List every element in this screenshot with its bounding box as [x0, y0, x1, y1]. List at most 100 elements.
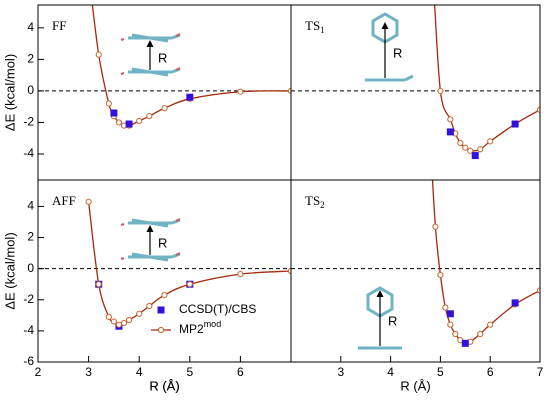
point — [186, 93, 194, 101]
point — [105, 313, 112, 320]
molecule-atoms — [120, 252, 181, 260]
y-tick-label: -4 — [23, 146, 34, 160]
y-tick-label: 2 — [27, 230, 34, 244]
panel-label: FF — [52, 18, 66, 33]
point — [511, 299, 519, 307]
y-tick-label: 4 — [27, 199, 34, 213]
x-tick-label: 4 — [136, 365, 143, 379]
plot-frame — [290, 4, 541, 181]
molecule — [128, 67, 181, 77]
plot-frame — [37, 179, 292, 363]
point — [446, 128, 454, 136]
point — [110, 318, 118, 325]
point — [461, 339, 469, 347]
molecule — [128, 252, 181, 262]
y-tick-label: -6 — [23, 354, 34, 368]
point — [146, 302, 153, 310]
molecule-atoms — [120, 67, 181, 75]
point — [536, 287, 540, 294]
legend-swatch — [157, 326, 165, 334]
point — [477, 330, 484, 338]
molecule-atoms — [120, 33, 181, 41]
legend-label-superscript: mod — [204, 319, 222, 329]
x-tick-label: 5 — [186, 365, 193, 379]
x-tick-label: 7 — [537, 365, 544, 379]
y-axis-label: ΔE (kcal/mol) — [2, 232, 17, 309]
point — [428, 142, 433, 147]
arrow-head — [146, 40, 154, 47]
data-layer — [434, 5, 540, 160]
annotation: R — [158, 235, 167, 250]
x-axis-label: R (Å) — [400, 378, 430, 393]
y-axis-label: ΔE (kcal/mol) — [2, 54, 17, 131]
point — [125, 120, 133, 128]
data-layer — [428, 142, 540, 347]
point — [432, 223, 439, 230]
point — [457, 139, 464, 147]
plot-frame — [290, 179, 541, 363]
legend-swatch — [157, 306, 165, 314]
panel-label-text: AFF — [52, 193, 76, 208]
annotation: R — [158, 50, 167, 65]
y-tick-label: 4 — [27, 20, 34, 34]
legend-label-text: CCSD(T)/CBS — [179, 302, 256, 316]
point — [237, 271, 244, 278]
panel: R -4 -2 0 2 4 FF R (Å) ΔE (kcal/mol) — [2, 4, 292, 393]
point — [146, 113, 153, 120]
point — [452, 330, 459, 338]
panel-label: TS1 — [305, 18, 325, 35]
x-tick-label: 4 — [387, 365, 394, 379]
molecule-icon: R — [358, 286, 402, 350]
point — [447, 321, 454, 328]
point — [471, 152, 479, 160]
molecule — [128, 218, 181, 228]
molecule — [365, 74, 414, 82]
arrow-head — [381, 22, 389, 29]
point — [110, 109, 118, 117]
x-tick-label: 3 — [337, 365, 344, 379]
panel: R -6 -4 -2 0 2 4 2 3 4 5 6 AFF R (Å) ΔE (kcal/mol) CCSD… — [2, 179, 292, 393]
point — [467, 147, 474, 154]
point — [447, 116, 454, 123]
point — [125, 316, 133, 324]
point — [115, 321, 123, 328]
panel-label: TS2 — [305, 193, 325, 210]
arrow-head — [376, 290, 384, 297]
point — [136, 117, 143, 124]
molecule — [128, 33, 181, 43]
point — [487, 138, 494, 145]
y-tick-label: 0 — [27, 83, 34, 97]
x-tick-label: 3 — [85, 365, 92, 379]
point — [462, 144, 469, 151]
x-axis-label: R (Å) — [149, 378, 179, 393]
x-tick-label: 2 — [35, 365, 42, 379]
x-tick-label: 5 — [437, 365, 444, 379]
series-line — [91, 5, 291, 127]
legend-label: MP2mod — [179, 319, 221, 336]
legend-label-text: MP2 — [179, 322, 204, 336]
panel-label-subscript: 1 — [320, 25, 325, 35]
point — [437, 87, 444, 95]
y-tick-label: -2 — [23, 292, 34, 306]
x-tick-label: 6 — [487, 365, 494, 379]
point — [95, 281, 102, 288]
y-tick-label: -2 — [23, 115, 34, 129]
panel-label-text: FF — [52, 18, 66, 33]
panel-label-text: TS — [305, 193, 320, 208]
legend-label: CCSD(T)/CBS — [179, 302, 256, 316]
x-tick-label: 6 — [237, 365, 244, 379]
point — [536, 106, 540, 113]
point — [115, 119, 123, 126]
panel-label-subscript: 2 — [320, 200, 325, 210]
panel-label: AFF — [52, 193, 76, 208]
data-layer — [85, 198, 291, 330]
point — [442, 304, 449, 311]
panel: R 3 4 5 6 7 TS2 R (Å) — [290, 142, 544, 393]
plot-frame — [37, 4, 292, 181]
point — [487, 321, 494, 328]
molecule-icon: R — [120, 218, 181, 262]
point — [85, 198, 92, 205]
point — [120, 320, 128, 327]
x-axis-label: R (Å) — [149, 378, 179, 393]
